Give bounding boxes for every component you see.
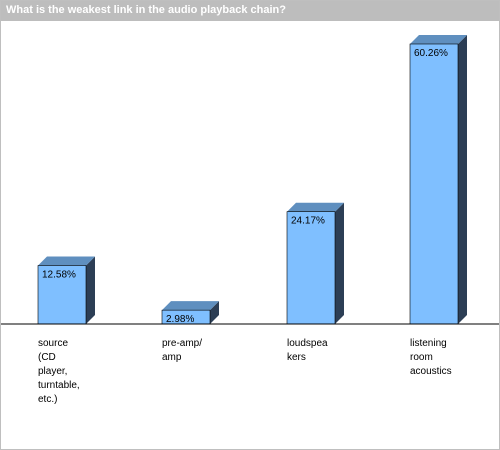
value-label-1: 2.98% (166, 314, 194, 325)
category-label-2: loudspea kers (287, 338, 328, 363)
category-label-line: amp (162, 352, 182, 363)
bar-0 (37, 265, 87, 325)
category-label-line: turntable, (38, 380, 80, 391)
bar-top-3 (410, 35, 467, 44)
category-label-line: listening (410, 338, 447, 349)
bar-top-0 (38, 256, 95, 266)
value-label-3: 60.26% (414, 48, 448, 59)
bar-side-1 (210, 301, 219, 324)
category-label-line: source (38, 338, 68, 349)
category-label-0: source (CD player, turntable, etc.) (38, 338, 80, 405)
category-label-line: player, (38, 366, 67, 377)
bar-top-1 (162, 301, 219, 311)
value-label-0: 12.58% (42, 270, 76, 281)
bar-side-2 (335, 202, 344, 324)
bar-3 (409, 43, 459, 325)
category-labels-group: source (CD player, turntable, etc.) pre-amp/a… (38, 338, 452, 405)
category-label-line: acoustics (410, 366, 452, 377)
chart-title: What is the weakest link in the audio pl… (6, 4, 286, 16)
category-label-line: etc.) (38, 394, 57, 405)
category-label-line: (CD (38, 352, 56, 363)
category-label-line: pre-amp/ (162, 338, 202, 349)
bar-2 (286, 211, 336, 325)
category-label-line: room (410, 352, 433, 363)
category-label-1: pre-amp/amp (162, 338, 202, 363)
value-label-2: 24.17% (291, 216, 325, 227)
category-label-line: kers (287, 352, 306, 363)
bar-side-0 (86, 256, 95, 324)
category-label-line: loudspea (287, 338, 328, 349)
title-bar: What is the weakest link in the audio pl… (1, 1, 499, 21)
bar-side-3 (458, 35, 467, 324)
bars-group: 12.58% 2.98% 24.17% 60.26% (37, 35, 467, 325)
category-label-3: listening room acoustics (410, 338, 452, 377)
bar-top-2 (287, 202, 344, 212)
